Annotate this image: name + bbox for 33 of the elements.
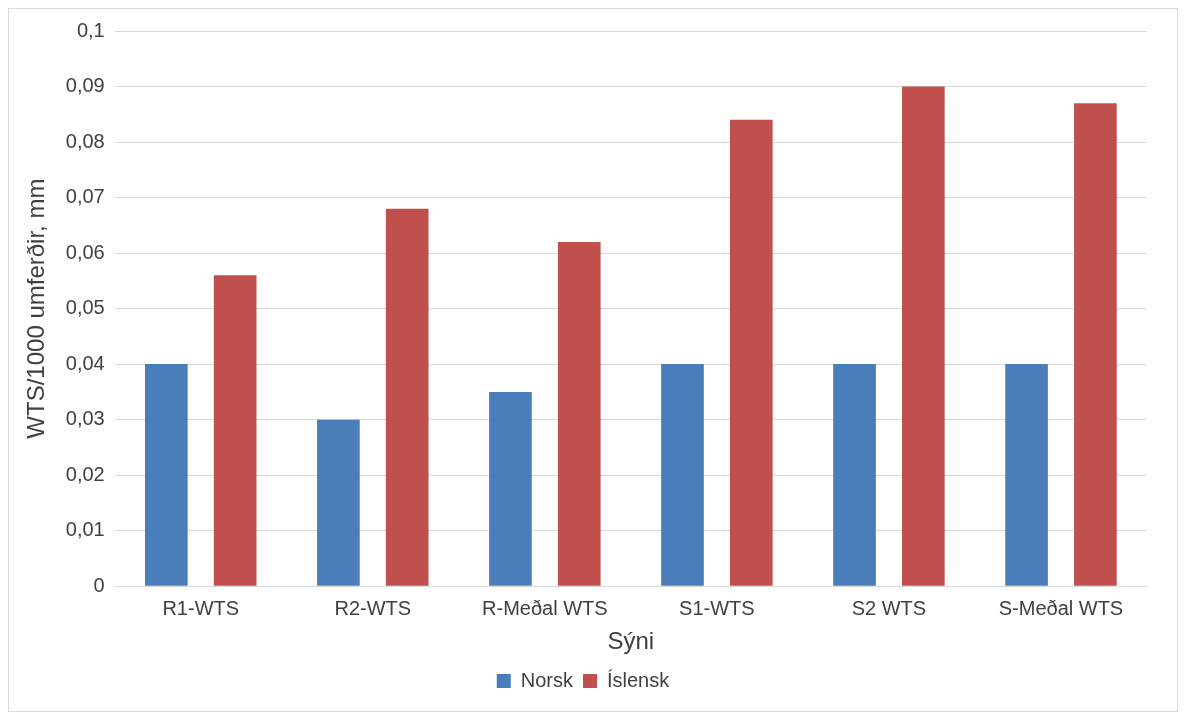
y-tick-label: 0,08 (65, 129, 105, 152)
legend-label: Íslensk (606, 668, 671, 691)
x-tick-label: S-Meðal WTS (998, 596, 1124, 619)
x-tick-label: R2-WTS (334, 596, 412, 619)
bar (385, 208, 429, 586)
y-tick-label: 0,04 (65, 351, 105, 374)
y-tick-label: 0,05 (65, 296, 105, 319)
x-tick-label: S2 WTS (851, 596, 927, 619)
bar (902, 86, 945, 586)
y-tick-label: 0,02 (65, 462, 105, 485)
y-tick-label: 0,03 (65, 407, 105, 430)
y-tick-label: 0,1 (76, 18, 105, 41)
bar (1005, 364, 1048, 586)
bar (557, 241, 601, 586)
y-tick-label: 0,01 (65, 518, 105, 541)
bar (145, 364, 188, 586)
legend-label: Norsk (520, 668, 574, 691)
x-tick-label: R-Meðal WTS (482, 596, 608, 619)
bar (489, 391, 532, 586)
y-tick-label: 0,07 (65, 185, 105, 208)
bar (1074, 103, 1117, 586)
x-axis-title: Sýni (607, 627, 655, 655)
y-axis-title: WTS/1000 umferðir, mm (22, 178, 50, 439)
x-tick-label: S1-WTS (679, 596, 755, 619)
y-tick-label: 0 (93, 573, 105, 596)
bar (661, 364, 704, 586)
bar (213, 275, 257, 586)
x-tick-label: R1-WTS (162, 596, 240, 619)
y-tick-label: 0,06 (65, 240, 105, 263)
bar (317, 419, 360, 586)
y-tick-label: 0,09 (65, 74, 105, 97)
bar (729, 119, 773, 586)
bar (833, 364, 876, 586)
